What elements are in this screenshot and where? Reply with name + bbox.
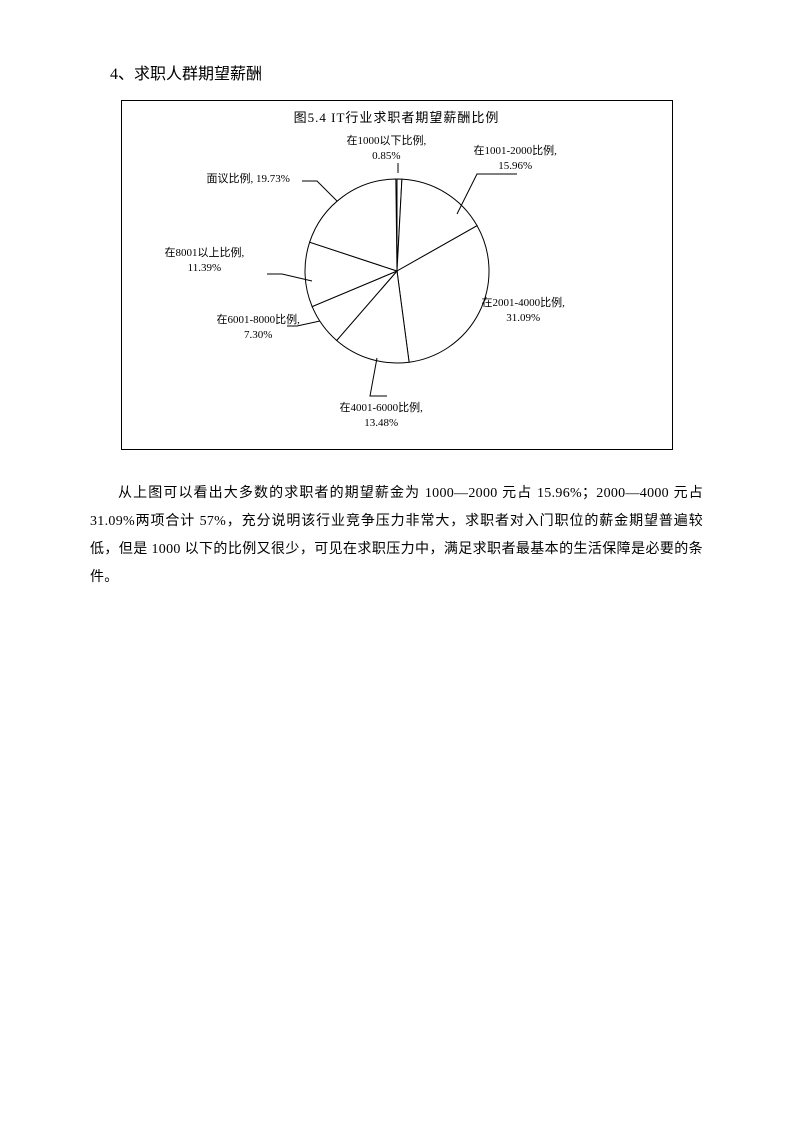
slice-label: 在6001-8000比例, 7.30% [217, 313, 300, 343]
document-page: 4、求职人群期望薪酬 图5.4 IT行业求职者期望薪酬比例 在1000以下比例,… [0, 0, 793, 1122]
slice-label: 在8001以上比例, 11.39% [165, 246, 245, 276]
leader-line [457, 174, 517, 214]
leader-lines-svg [122, 126, 674, 446]
slice-label: 在1001-2000比例, 15.96% [474, 144, 557, 174]
slice-label: 面议比例, 19.73% [207, 172, 290, 187]
slice-label: 在1000以下比例, 0.85% [347, 134, 427, 164]
slice-label: 在2001-4000比例, 31.09% [482, 296, 565, 326]
leader-line [302, 181, 337, 201]
section-heading: 4、求职人群期望薪酬 [110, 60, 703, 84]
chart-title: 图5.4 IT行业求职者期望薪酬比例 [122, 107, 672, 126]
leader-line [267, 274, 312, 281]
slice-label: 在4001-6000比例, 13.48% [340, 401, 423, 431]
body-paragraph: 从上图可以看出大多数的求职者的期望薪金为 1000—2000 元占 15.96%… [90, 480, 703, 592]
leader-line [370, 358, 387, 396]
pie-chart-area: 在1000以下比例, 0.85% 在1001-2000比例, 15.96% 在200… [122, 126, 672, 446]
pie-chart-container: 图5.4 IT行业求职者期望薪酬比例 在1000以下比例, 0.85% 在1001… [121, 100, 673, 450]
